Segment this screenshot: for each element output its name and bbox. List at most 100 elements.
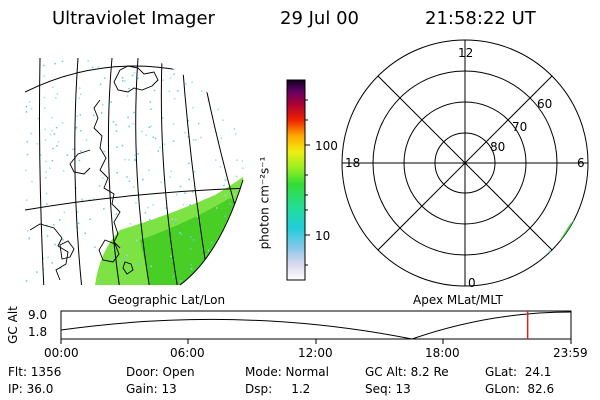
noise-speck [128,159,130,161]
noise-speck [198,283,200,285]
noise-speck [26,230,29,232]
orbit-xtick-2359: 23:59 [553,346,588,360]
noise-speck [141,130,143,133]
noise-speck [36,143,38,145]
noise-speck [25,280,28,282]
sequence-number: Seq: 13 [365,382,411,396]
noise-speck [169,77,172,79]
noise-speck [25,199,28,201]
noise-speck [225,179,227,182]
noise-speck [60,267,62,269]
noise-speck [37,117,39,120]
noise-speck [52,86,54,88]
noise-speck [147,206,149,209]
noise-speck [89,218,91,221]
noise-speck [238,268,240,271]
noise-speck [43,107,46,109]
noise-speck [242,208,244,210]
noise-speck [172,140,175,142]
noise-speck [207,249,210,252]
noise-speck [170,255,172,258]
colorbar [286,79,306,281]
noise-speck [224,194,227,197]
noise-speck [98,185,101,187]
noise-speck [57,141,60,143]
noise-speck [195,139,197,141]
noise-speck [63,211,66,214]
colorbar-tick-100: 100 [315,139,338,153]
noise-speck [233,240,235,243]
noise-speck [220,273,222,275]
noise-speck [136,239,138,242]
noise-speck [241,160,244,162]
noise-speck [77,222,80,225]
noise-speck [46,203,48,205]
noise-speck [169,176,171,178]
noise-speck [239,99,241,102]
noise-speck [125,256,127,258]
noise-speck [179,185,182,188]
noise-speck [137,77,139,80]
noise-speck [184,131,186,134]
geographic-map [25,58,246,285]
lat-label-80: 80 [490,140,506,154]
noise-speck [122,258,125,261]
noise-speck [190,65,193,68]
noise-speck [72,148,74,151]
noise-speck [101,177,104,179]
noise-speck [78,87,81,89]
noise-speck [188,178,190,181]
noise-speck [177,90,179,92]
noise-speck [224,178,226,181]
orbit-plot [60,310,572,344]
noise-speck [149,101,152,103]
noise-speck [128,88,130,90]
noise-speck [222,119,224,122]
noise-speck [241,119,243,122]
noise-speck [148,169,150,172]
noise-speck [219,165,222,168]
noise-speck [126,95,129,97]
noise-speck [244,251,246,253]
noise-speck [43,96,46,99]
mlt-label-18: 18 [345,156,361,170]
noise-speck [61,60,64,63]
noise-speck [44,139,47,141]
noise-speck [235,133,237,135]
noise-speck [78,97,80,99]
noise-speck [134,159,136,162]
noise-speck [78,159,81,162]
orbit-xtick-0000: 00:00 [44,346,79,360]
noise-speck [58,219,61,221]
noise-speck [173,97,176,100]
noise-speck [132,74,134,76]
noise-speck [173,73,175,75]
noise-speck [122,80,124,82]
noise-speck [223,184,225,187]
noise-speck [115,130,118,132]
noise-speck [55,126,58,129]
noise-speck [75,126,78,129]
noise-speck [84,232,86,234]
noise-speck [48,167,51,170]
noise-speck [115,123,117,126]
noise-speck [55,97,57,99]
noise-speck [45,171,47,173]
noise-speck [28,101,31,103]
noise-speck [154,137,157,140]
noise-speck [184,192,186,194]
mlt-label-0: 0 [468,276,476,290]
noise-speck [145,134,147,136]
noise-speck [42,64,45,67]
noise-speck [102,104,104,106]
noise-speck [128,125,130,128]
noise-speck [209,274,212,277]
noise-speck [179,232,181,234]
noise-speck [215,159,217,161]
noise-speck [165,207,167,209]
noise-speck [229,203,232,205]
noise-speck [56,93,59,95]
noise-speck [200,90,203,92]
noise-speck [174,222,177,225]
noise-speck [99,83,102,86]
